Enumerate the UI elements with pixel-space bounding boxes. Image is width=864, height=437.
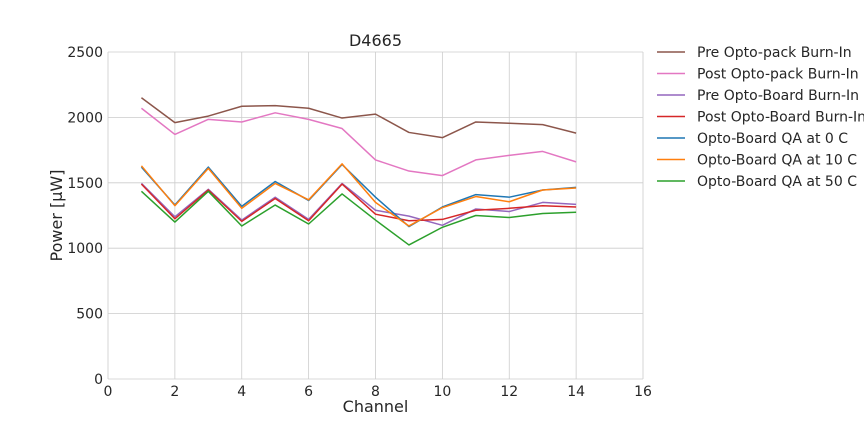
series-line: [140, 163, 577, 228]
legend-label: Opto-Board QA at 0 C: [697, 131, 848, 147]
series-line: [140, 183, 577, 223]
y-tick-labels: 0 500 1000 1500 2000 2500: [67, 45, 103, 388]
x-tick-labels: 0 2 4 6 8 10 12 14 16: [104, 384, 652, 400]
series-line: [140, 163, 577, 227]
series-line: [140, 97, 577, 139]
x-tick-label: 14: [567, 384, 585, 400]
y-tick-label: 1000: [67, 241, 103, 257]
y-tick-label: 1500: [67, 176, 103, 192]
x-tick-label: 10: [433, 384, 451, 400]
y-tick-label: 2500: [67, 45, 103, 61]
x-tick-label: 2: [170, 384, 179, 400]
grid: [107, 51, 644, 380]
x-tick-label: 4: [237, 384, 246, 400]
x-tick-label: 6: [304, 384, 313, 400]
series-lines: [140, 97, 577, 246]
x-tick-label: 12: [500, 384, 518, 400]
legend-label: Opto-Board QA at 10 C: [697, 153, 857, 169]
x-axis-title: Channel: [343, 397, 409, 416]
y-tick-label: 0: [94, 372, 103, 388]
legend-label: Pre Opto-Board Burn-In: [697, 88, 859, 104]
y-tick-label: 500: [76, 307, 103, 323]
legend-label: Pre Opto-pack Burn-In: [697, 45, 852, 61]
y-tick-label: 2000: [67, 110, 103, 126]
x-tick-label: 8: [371, 384, 380, 400]
legend: Pre Opto-pack Burn-In Post Opto-pack Burn…: [657, 45, 864, 190]
legend-label: Post Opto-pack Burn-In: [697, 67, 859, 83]
chart-title: D4665: [349, 31, 402, 50]
legend-label: Post Opto-Board Burn-In: [697, 110, 864, 126]
x-tick-label: 0: [104, 384, 113, 400]
legend-label: Opto-Board QA at 50 C: [697, 174, 857, 190]
series-line: [140, 107, 577, 177]
series-line: [140, 190, 577, 246]
y-axis-title: Power [μW]: [47, 170, 66, 262]
x-tick-label: 16: [634, 384, 652, 400]
